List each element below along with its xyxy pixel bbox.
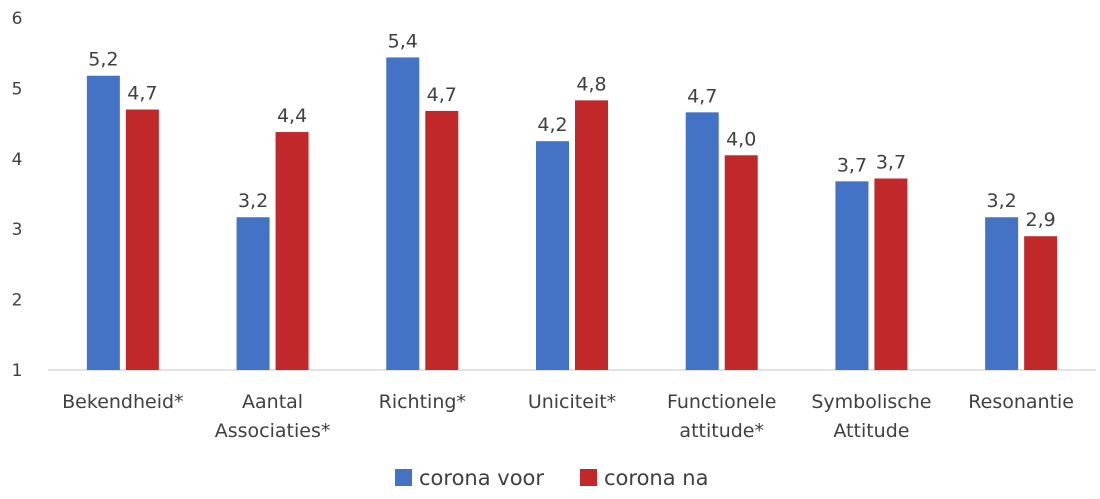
bar-corona-na <box>724 155 758 370</box>
bar-corona-na <box>874 178 908 370</box>
category-label: Uniciteit* <box>528 391 616 413</box>
y-tick-label: 4 <box>12 150 23 170</box>
category-label: Bekendheid* <box>62 391 183 413</box>
data-label: 4,8 <box>576 73 606 95</box>
data-label: 5,2 <box>88 49 118 71</box>
category-label: Attitude <box>833 420 909 442</box>
category-label: Symbolische <box>811 391 931 413</box>
bar-corona-voor <box>685 112 719 370</box>
bar-corona-na <box>425 110 459 370</box>
legend-label: corona voor <box>419 466 544 490</box>
bar-corona-voor <box>236 217 270 370</box>
data-label: 3,7 <box>876 152 906 174</box>
bar-corona-na <box>575 100 608 371</box>
y-axis-ticks: 1 2 3 4 5 6 <box>12 9 23 381</box>
bar-corona-na <box>125 109 159 371</box>
bar-corona-na <box>1024 236 1058 370</box>
bars <box>86 57 1058 371</box>
category-label: Resonantie <box>968 391 1074 413</box>
bar-corona-na <box>275 132 309 370</box>
legend-swatch <box>395 469 412 486</box>
bar-corona-voor <box>835 181 869 370</box>
data-labels: 5,2 4,7 3,2 4,4 5,4 4,7 4,2 4,8 4,7 4,0 3,7 3,7 3,2 2… <box>88 30 1056 231</box>
category-label: Aantal <box>242 391 303 413</box>
data-label: 5,4 <box>388 30 418 52</box>
data-label: 3,7 <box>837 154 867 176</box>
bar-corona-voor <box>985 217 1019 370</box>
bar-corona-voor <box>86 75 120 370</box>
data-label: 4,7 <box>687 85 717 107</box>
legend: corona voor corona na <box>395 466 708 490</box>
data-label: 3,2 <box>987 190 1017 212</box>
bar-corona-voor <box>536 141 569 370</box>
y-tick-label: 3 <box>12 220 23 240</box>
data-label: 3,2 <box>238 190 268 212</box>
data-label: 4,0 <box>726 128 756 150</box>
category-label: attitude* <box>679 420 764 442</box>
category-labels: Bekendheid* Aantal Associaties* Richting* Un… <box>62 391 1074 442</box>
data-label: 4,7 <box>127 83 157 105</box>
data-label: 4,4 <box>277 105 307 127</box>
category-label: Associaties* <box>215 420 331 442</box>
category-label: Functionele <box>667 391 776 413</box>
data-label: 4,7 <box>427 84 457 106</box>
category-label: Richting* <box>379 391 466 413</box>
y-tick-label: 2 <box>12 291 23 311</box>
legend-swatch <box>580 469 597 486</box>
bar-corona-voor <box>386 57 420 370</box>
legend-label: corona na <box>604 466 708 490</box>
y-tick-label: 6 <box>12 9 23 29</box>
y-tick-label: 1 <box>12 361 23 381</box>
data-label: 4,2 <box>537 114 567 136</box>
y-tick-label: 5 <box>12 79 23 99</box>
data-label: 2,9 <box>1026 209 1056 231</box>
